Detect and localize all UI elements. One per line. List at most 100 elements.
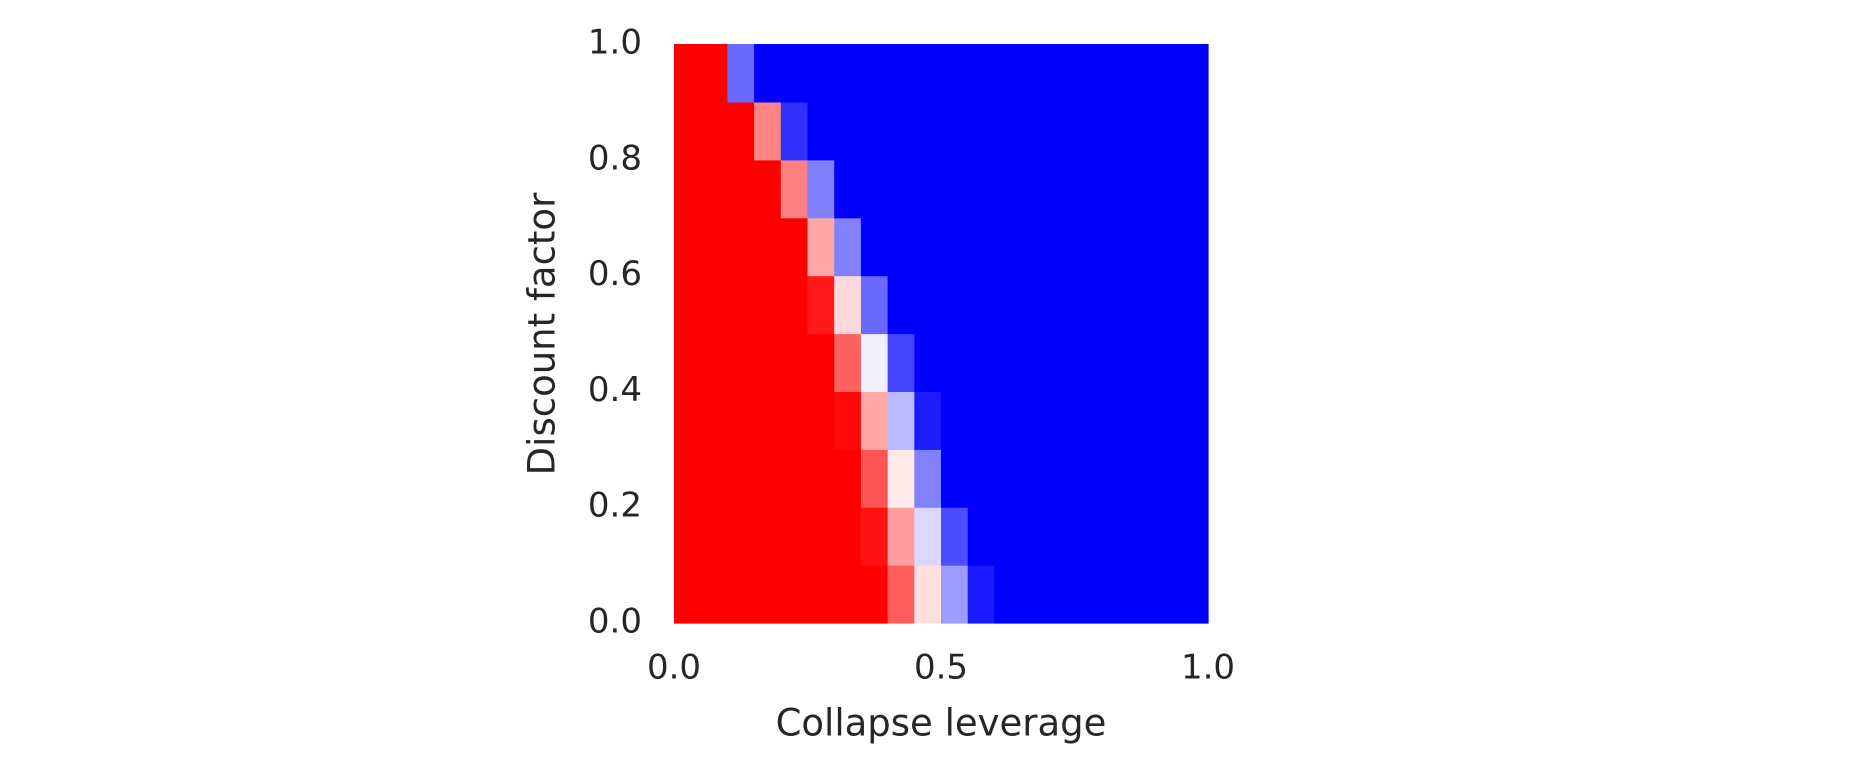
heatmap-cell	[994, 391, 1022, 450]
heatmap-cell	[674, 217, 702, 277]
heatmap-cell	[674, 507, 702, 566]
heatmap-cell	[780, 217, 809, 277]
heatmap-cell	[1181, 217, 1209, 277]
heatmap-cell	[1074, 449, 1102, 508]
heatmap-cell	[967, 101, 995, 161]
y-tick-label: 1.0	[588, 23, 642, 63]
y-tick-label: 0.6	[588, 254, 642, 294]
heatmap-cell	[834, 507, 862, 566]
heatmap-cell	[1127, 565, 1156, 624]
heatmap-cell	[780, 449, 809, 508]
heatmap-cell	[860, 333, 889, 392]
heatmap-cell	[834, 391, 862, 450]
heatmap-cell	[994, 507, 1022, 566]
heatmap-cell	[1021, 44, 1049, 103]
heatmap-cell	[1021, 449, 1049, 508]
heatmap-cell	[1047, 391, 1076, 450]
heatmap-cell	[700, 217, 728, 277]
heatmap-cell	[1101, 217, 1129, 277]
heatmap-cell	[1154, 333, 1182, 392]
heatmap-cell	[807, 565, 835, 624]
heatmap-cell	[780, 333, 809, 392]
heatmap-cell	[727, 507, 755, 566]
heatmap-cell	[1181, 391, 1209, 450]
heatmap-cell	[1127, 101, 1156, 161]
heatmap-cell	[674, 101, 702, 161]
heatmap-cell	[1021, 159, 1049, 219]
heatmap-cell	[700, 333, 728, 392]
heatmap-cell	[807, 507, 835, 566]
heatmap-cell	[700, 565, 728, 624]
heatmap-cell	[700, 507, 728, 566]
heatmap-cell	[1127, 275, 1156, 335]
heatmap-cell	[700, 391, 728, 450]
heatmap-cell	[1101, 101, 1129, 161]
heatmap-cell	[1021, 333, 1049, 392]
heatmap-cell	[941, 275, 969, 335]
heatmap-cell	[941, 159, 969, 219]
heatmap-cell	[887, 101, 915, 161]
heatmap-cell	[994, 101, 1022, 161]
heatmap-cell	[834, 275, 862, 335]
heatmap-cell	[780, 507, 809, 566]
heatmap-cell	[674, 449, 702, 508]
heatmap-cell	[1074, 507, 1102, 566]
heatmap-cell	[941, 507, 969, 566]
heatmap-cell	[727, 275, 755, 335]
heatmap-cell	[780, 565, 809, 624]
heatmap-cell	[860, 275, 889, 335]
heatmap-cell	[807, 391, 835, 450]
heatmap-cell	[1101, 159, 1129, 219]
heatmap-cell	[1047, 217, 1076, 277]
x-tick-label: 1.0	[1181, 648, 1235, 688]
heatmap-cell	[1101, 44, 1129, 103]
heatmap-cell	[1127, 333, 1156, 392]
heatmap-cell	[860, 44, 889, 103]
heatmap-cell	[941, 565, 969, 624]
heatmap-cell	[914, 507, 942, 566]
heatmap-cell	[994, 159, 1022, 219]
heatmap-cell	[914, 217, 942, 277]
heatmap-cell	[967, 449, 995, 508]
heatmap-cell	[1181, 333, 1209, 392]
heatmap-cell	[941, 44, 969, 103]
heatmap-cell	[1127, 391, 1156, 450]
heatmap-cell	[1181, 507, 1209, 566]
y-tick-label: 0.2	[588, 486, 642, 526]
heatmap-cell	[700, 449, 728, 508]
heatmap-cell	[1047, 333, 1076, 392]
heatmap-cell	[1101, 449, 1129, 508]
heatmap-cell	[1021, 275, 1049, 335]
heatmap-cell	[1181, 101, 1209, 161]
heatmap-cell	[674, 159, 702, 219]
heatmap-cell	[887, 391, 915, 450]
heatmap-cell	[1101, 275, 1129, 335]
heatmap-cell	[887, 333, 915, 392]
heatmap-cell	[941, 391, 969, 450]
heatmap-cell	[700, 44, 728, 103]
heatmap-cell	[994, 333, 1022, 392]
heatmap-cell	[1047, 449, 1076, 508]
heatmap-cell	[994, 217, 1022, 277]
heatmap-cell	[1074, 565, 1102, 624]
heatmap-cell	[914, 159, 942, 219]
heatmap-cell	[1021, 507, 1049, 566]
heatmap-cell	[834, 565, 862, 624]
heatmap-cell	[1101, 333, 1129, 392]
heatmap-cell	[1074, 217, 1102, 277]
heatmap-cell	[700, 101, 728, 161]
heatmap-cell	[967, 565, 995, 624]
heatmap-cell	[1181, 565, 1209, 624]
heatmap-cell	[887, 275, 915, 335]
heatmap-cell	[860, 159, 889, 219]
heatmap-cell	[1047, 565, 1076, 624]
heatmap-cell	[1047, 44, 1076, 103]
y-tick-label: 0.0	[588, 602, 642, 642]
heatmap-cell	[807, 275, 835, 335]
heatmap-cell	[1181, 275, 1209, 335]
heatmap-cell	[1074, 101, 1102, 161]
heatmap-cell	[834, 159, 862, 219]
heatmap-cell	[1074, 44, 1102, 103]
heatmap-cell	[1101, 507, 1129, 566]
heatmap-cell	[860, 217, 889, 277]
